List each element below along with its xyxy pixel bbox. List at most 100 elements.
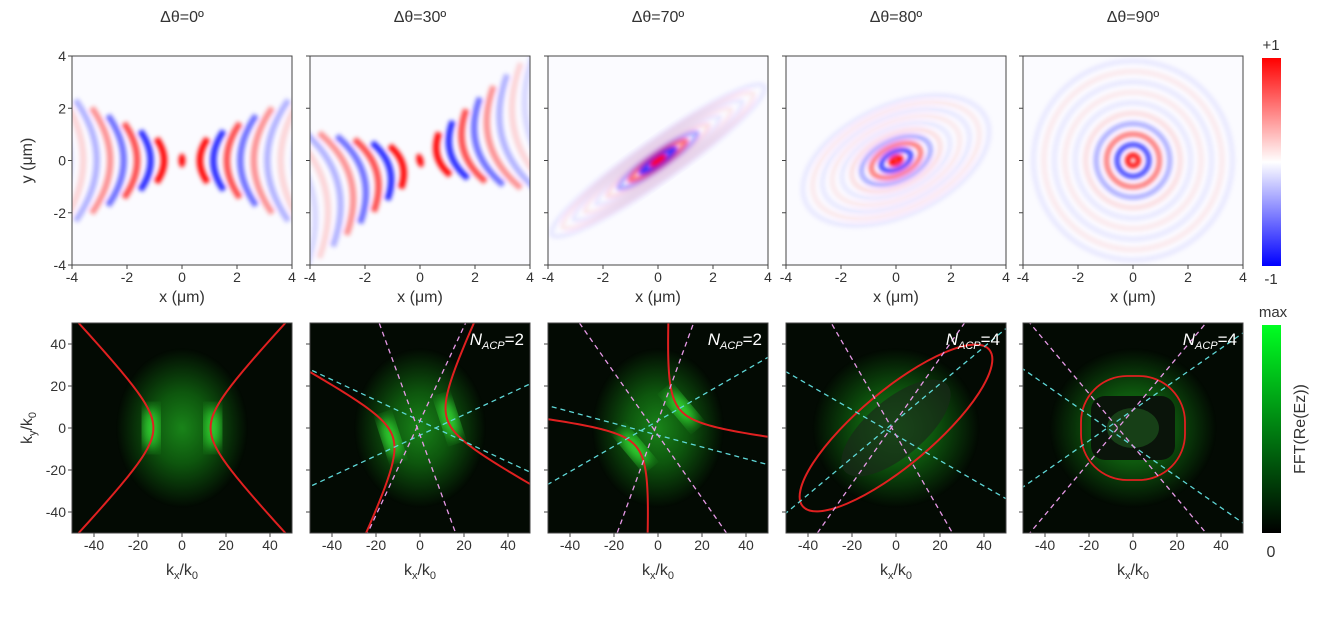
iso-frequency-contour: [209, 323, 287, 533]
x-tick-label: 0: [892, 537, 900, 553]
sub: 0: [27, 412, 39, 418]
x-axis-label: kx/k0: [166, 562, 198, 582]
ring: [849, 127, 943, 194]
asymptote-dashed-line: [366, 323, 467, 533]
sub: y: [27, 430, 39, 436]
x-tick-label: 40: [1213, 537, 1229, 553]
ring: [878, 147, 914, 174]
ring: [649, 153, 667, 168]
x-tick-label: 2: [947, 269, 955, 285]
x-tick-label: -40: [560, 537, 580, 553]
x-axis-label: x (μm): [159, 289, 205, 306]
x-tick-label: -20: [604, 537, 624, 553]
x-axis-label: x (μm): [1110, 289, 1156, 306]
center-spot: [416, 153, 424, 168]
x-tick-label: -2: [835, 269, 848, 285]
panel-title: Δθ=30º: [394, 9, 447, 26]
n-subscript: ACP: [1194, 340, 1218, 352]
x-axis-label: kx/k0: [642, 562, 674, 582]
plot-area: [310, 56, 530, 265]
x-tick-label: -4: [304, 269, 317, 285]
x-tick-label: 0: [654, 269, 662, 285]
ring: [1041, 69, 1225, 252]
x-tick-label: 0: [178, 537, 186, 553]
fringe: [458, 108, 488, 184]
k: k: [642, 562, 651, 579]
y-tick-label: 4: [58, 48, 66, 64]
k: k: [1117, 562, 1126, 579]
k: /k: [19, 417, 36, 430]
field-pattern: [549, 82, 767, 239]
n-value: =2: [505, 330, 524, 349]
x-tick-label: -20: [366, 537, 386, 553]
fringe: [496, 73, 530, 194]
x-tick-label: -2: [121, 269, 134, 285]
k: /k: [179, 562, 192, 579]
plot-area: [1023, 56, 1243, 265]
y-tick-label: -20: [46, 462, 66, 478]
fringe: [196, 136, 211, 185]
fringe: [445, 119, 471, 181]
ring: [810, 99, 982, 222]
sub: x: [1125, 570, 1131, 582]
x-tick-label: 20: [456, 537, 472, 553]
x-tick-label: 20: [932, 537, 948, 553]
sub: 0: [430, 570, 436, 582]
field-pattern: [72, 98, 292, 223]
iso-frequency-contour: [310, 334, 396, 533]
ring: [829, 113, 963, 208]
x-tick-label: 2: [1184, 269, 1192, 285]
y-tick-label: 0: [58, 420, 66, 436]
fringe: [210, 129, 227, 192]
k: /k: [893, 562, 906, 579]
bright-lobe: [204, 406, 221, 450]
fringe: [237, 113, 259, 208]
fringe: [521, 56, 530, 201]
colorbar-top: [1262, 58, 1281, 266]
x-tick-label: 0: [416, 269, 424, 285]
fringe: [223, 121, 243, 200]
spectrum-glow: [354, 348, 486, 508]
colorbar-bottom-min: 0: [1267, 544, 1276, 561]
colorbar-bottom: [1262, 325, 1281, 533]
ring: [1083, 110, 1183, 211]
x-tick-label: 4: [526, 269, 534, 285]
n-value: =2: [743, 330, 762, 349]
k: k: [166, 562, 175, 579]
x-tick-label: 0: [1129, 269, 1137, 285]
fringe: [137, 129, 154, 192]
x-tick-label: 40: [262, 537, 278, 553]
fringe: [250, 105, 275, 216]
iso-frequency-contour: [798, 343, 994, 513]
ring: [800, 93, 992, 228]
sub: 0: [668, 570, 674, 582]
x-tick-label: -4: [1017, 269, 1030, 285]
contour-group: [77, 323, 287, 533]
x-tick-label: -20: [1079, 537, 1099, 553]
n-acp-annotation: NACP=2: [708, 330, 762, 352]
x-axis-label: x (μm): [635, 289, 681, 306]
n-symbol: N: [708, 330, 721, 349]
asymptote-dashed-line: [816, 323, 966, 533]
iso-frequency-contour: [667, 323, 768, 451]
ring: [839, 120, 953, 201]
colorbar-top-max: +1: [1262, 37, 1279, 54]
x-tick-label: -2: [597, 269, 610, 285]
x-tick-label: -4: [542, 269, 555, 285]
plot-area: [310, 323, 530, 533]
n-symbol: N: [1183, 330, 1196, 349]
panel-field-4: -4 -2 0 2 4 x (μm) Δθ=80º: [780, 9, 1010, 306]
bright-lobe: [143, 406, 160, 450]
plot-area: [786, 56, 1006, 265]
x-tick-label: 0: [178, 269, 186, 285]
sub: x: [174, 570, 180, 582]
x-tick-label: 40: [500, 537, 516, 553]
ring: [888, 154, 904, 167]
asymptote-dashed-line: [378, 323, 457, 533]
x-tick-label: 40: [738, 537, 754, 553]
fringe: [387, 143, 407, 190]
fringe: [334, 133, 369, 225]
x-tick-label: 4: [764, 269, 772, 285]
ring: [1125, 152, 1141, 169]
